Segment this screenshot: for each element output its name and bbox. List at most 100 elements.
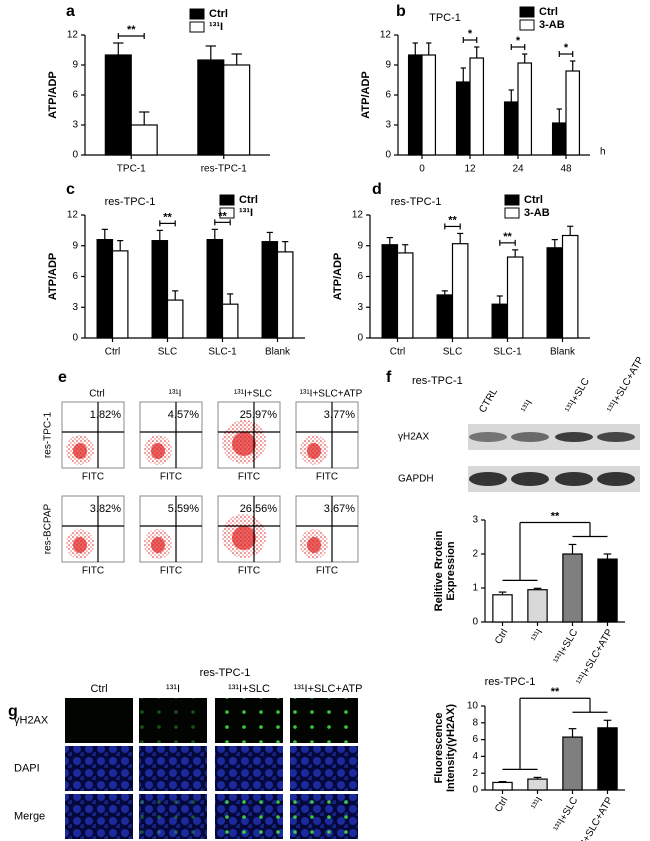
x-tick-label: Blank bbox=[265, 347, 291, 358]
significance: ** bbox=[448, 214, 457, 226]
axis-label: FITC bbox=[238, 566, 260, 577]
axis-label: FITC bbox=[316, 472, 338, 483]
error-bar bbox=[101, 228, 108, 240]
error-bar bbox=[508, 89, 514, 102]
bar bbox=[562, 553, 583, 623]
percentage: 3.77% bbox=[324, 409, 355, 421]
chart-title: res-TPC-1 bbox=[391, 196, 442, 208]
chart-title: TPC-1 bbox=[429, 12, 461, 24]
y-tick-label: 8 bbox=[472, 717, 478, 728]
panel-label: b bbox=[396, 3, 406, 20]
error-bar bbox=[533, 776, 542, 780]
bar bbox=[503, 101, 519, 156]
row-label: res-TPC-1 bbox=[43, 412, 54, 459]
blot-band bbox=[469, 432, 507, 442]
micrograph bbox=[65, 746, 133, 791]
band-label: γH2AX bbox=[398, 432, 429, 443]
y-tick-label: 12 bbox=[352, 210, 364, 221]
micrograph-signal bbox=[215, 698, 283, 743]
y-tick-label: 9 bbox=[72, 60, 78, 71]
y-tick-label: 3 bbox=[72, 302, 78, 313]
bar bbox=[491, 303, 509, 339]
bar bbox=[206, 239, 224, 339]
legend-swatch bbox=[219, 194, 235, 206]
chart-title: res-TPC-1 bbox=[105, 196, 156, 208]
bar bbox=[276, 251, 294, 339]
axis-label: FITC bbox=[82, 566, 104, 577]
flow-core bbox=[307, 537, 321, 553]
bar bbox=[517, 62, 533, 156]
error-bar bbox=[402, 244, 409, 253]
significance: * bbox=[468, 28, 473, 40]
percentage: 26.56% bbox=[240, 503, 278, 515]
y-axis-label: Fluorescence bbox=[433, 713, 445, 784]
bar bbox=[546, 247, 564, 339]
legend-swatch bbox=[219, 207, 235, 219]
legend-swatch bbox=[189, 8, 205, 20]
bar bbox=[261, 241, 279, 339]
y-tick-label: 0 bbox=[357, 333, 363, 344]
row-label: res-BCPAP bbox=[43, 503, 54, 554]
row-label: DAPI bbox=[14, 762, 40, 774]
legend-label: ¹³¹I bbox=[209, 21, 223, 33]
blot-band bbox=[597, 472, 635, 486]
x-tick-label: ¹³¹I+SLC+ATP bbox=[575, 627, 616, 687]
x-tick-label: SLC bbox=[158, 347, 177, 358]
y-axis-label: Relitive Rrotein bbox=[433, 530, 445, 611]
cell-line: res-TPC-1 bbox=[412, 375, 463, 387]
y-tick-label: 6 bbox=[385, 90, 391, 101]
x-tick-label: Ctrl bbox=[105, 347, 121, 358]
bar bbox=[492, 781, 513, 791]
bar bbox=[166, 299, 184, 339]
error-bar bbox=[386, 236, 393, 245]
panel-label: g bbox=[8, 703, 18, 720]
panel-label: a bbox=[66, 3, 75, 20]
legend-label: Ctrl bbox=[239, 194, 258, 206]
lane-label: CTRL bbox=[477, 386, 500, 414]
bar bbox=[197, 59, 225, 156]
x-tick-label: SLC bbox=[443, 347, 462, 358]
legend-label: Ctrl bbox=[209, 8, 228, 20]
y-tick-label: 3 bbox=[472, 515, 478, 526]
y-tick-label: 0 bbox=[72, 333, 78, 344]
column-label: ¹³¹I bbox=[166, 683, 180, 695]
panel-label: d bbox=[372, 181, 382, 198]
y-axis-label: ATP/ADP bbox=[47, 71, 59, 118]
axis-label: FITC bbox=[316, 566, 338, 577]
error-bar bbox=[460, 67, 466, 82]
error-bar bbox=[231, 53, 242, 65]
x-tick-label: ¹³¹I+SLC+ATP bbox=[575, 795, 616, 841]
bar bbox=[506, 256, 524, 339]
error-bar bbox=[474, 46, 480, 58]
y-tick-label: 0 bbox=[472, 617, 478, 628]
error-bar bbox=[498, 780, 507, 783]
x-tick-label: ¹³¹I+SLC bbox=[552, 627, 581, 665]
y-tick-label: 1 bbox=[472, 583, 478, 594]
bar bbox=[527, 778, 548, 791]
legend-swatch bbox=[519, 6, 535, 18]
y-tick-label: 4 bbox=[472, 751, 478, 762]
bar bbox=[565, 70, 581, 156]
band-label: GAPDH bbox=[398, 474, 434, 485]
micrograph bbox=[215, 746, 283, 791]
bar bbox=[451, 243, 469, 339]
error-bar bbox=[139, 111, 150, 125]
flow-core bbox=[232, 526, 256, 550]
legend-label: 3-AB bbox=[539, 19, 565, 31]
flow-core bbox=[73, 443, 87, 459]
error-bar bbox=[113, 42, 124, 55]
error-bar bbox=[441, 290, 448, 295]
blot-band bbox=[555, 472, 593, 486]
y-tick-label: 2 bbox=[472, 549, 478, 560]
x-tick-label: Ctrl bbox=[493, 795, 510, 814]
blot-band bbox=[469, 472, 507, 486]
legend-swatch bbox=[504, 194, 520, 206]
significance: ** bbox=[127, 24, 136, 36]
micrograph bbox=[65, 698, 133, 743]
flow-core bbox=[232, 432, 256, 456]
percentage: 25.97% bbox=[240, 409, 278, 421]
error-bar bbox=[568, 728, 577, 738]
legend-label: 3-AB bbox=[524, 207, 550, 219]
panel-label: e bbox=[58, 369, 67, 386]
